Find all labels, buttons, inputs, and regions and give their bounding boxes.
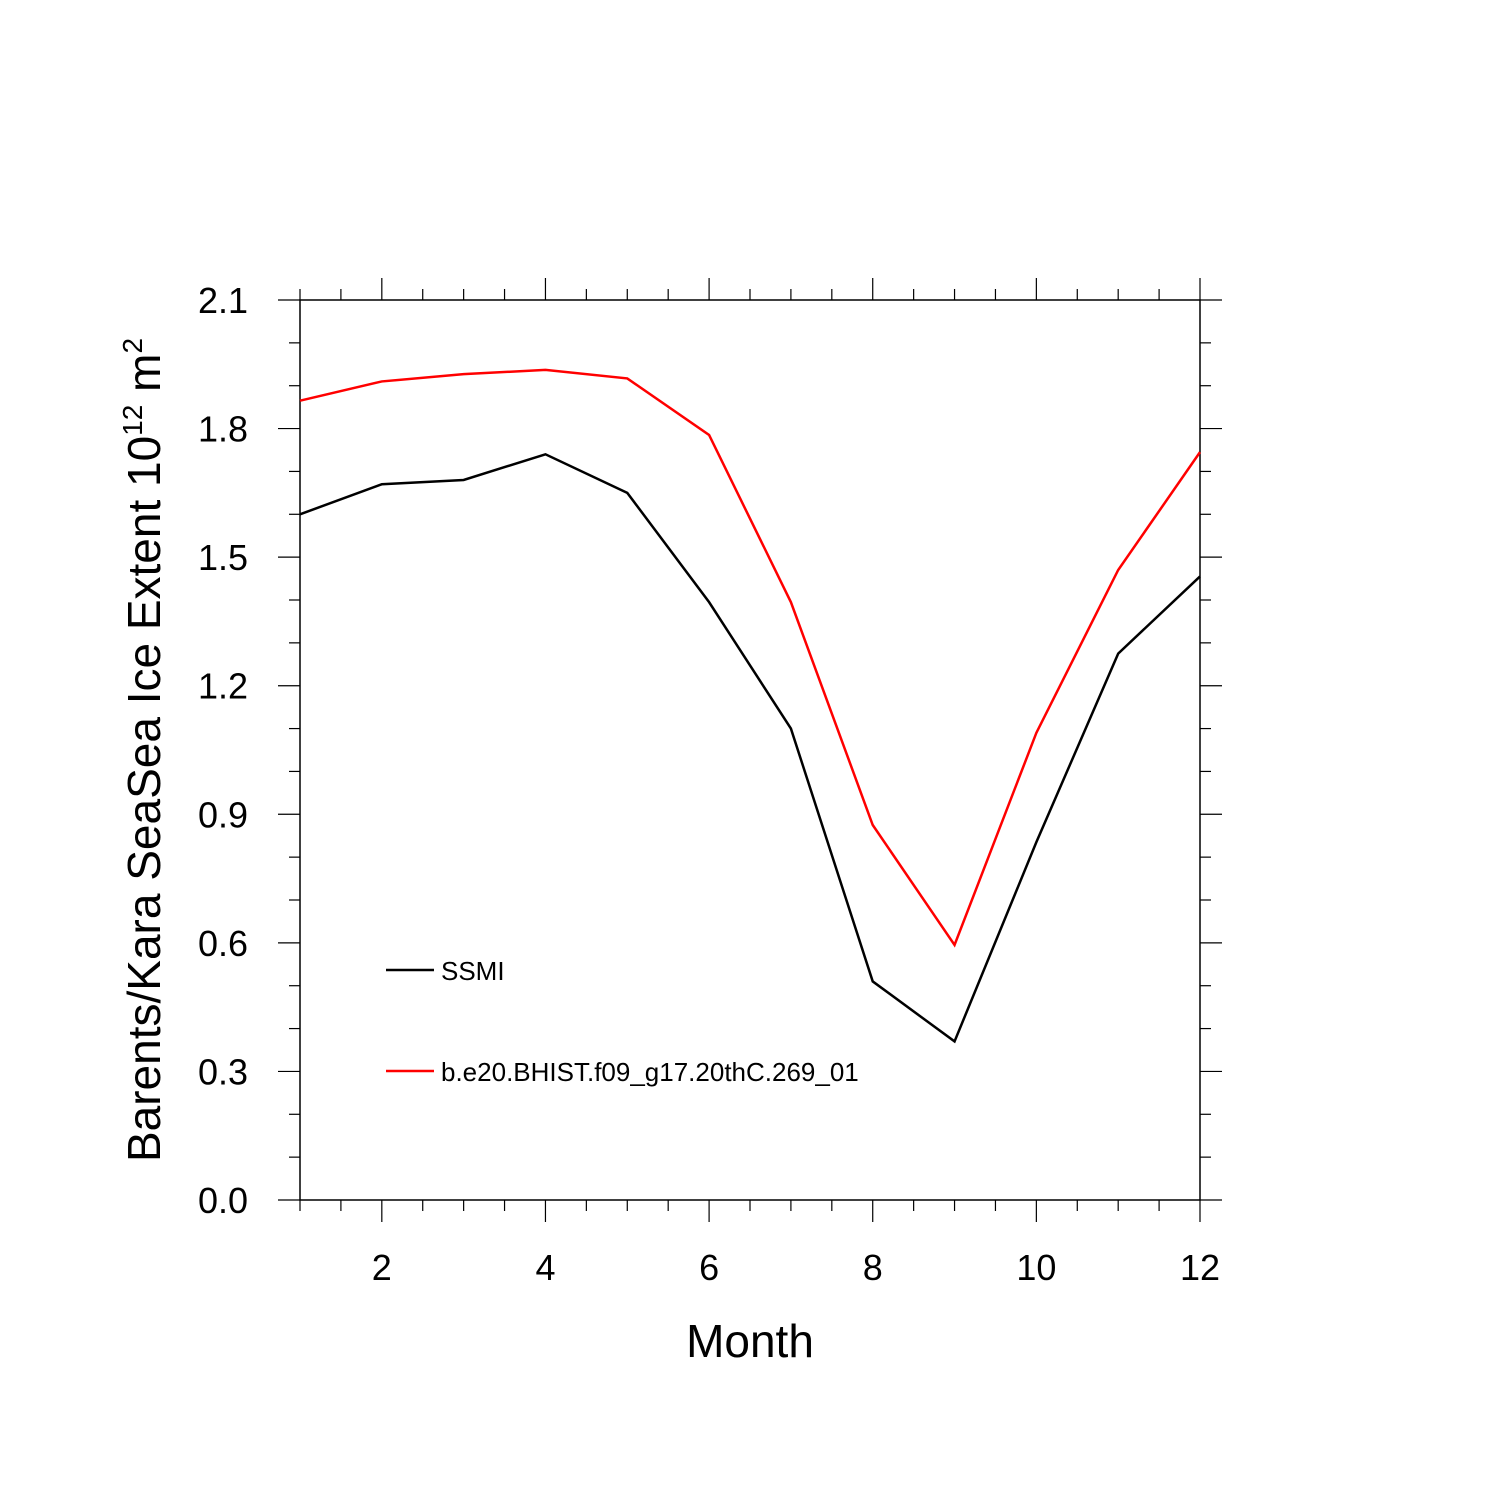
y-tick-label: 1.2 [198,666,248,707]
legend: SSMI b.e20.BHIST.f09_g17.20thC.269_01 [386,956,859,1087]
series-lines [299,368,1202,1044]
x-tick-label: 12 [1180,1247,1220,1288]
y-axis-title-exponent: 12 [117,405,148,436]
tick-labels: 2 4 6 8 10 12 0.0 0.3 0.6 0.9 1.2 1.5 1.8 2.1 [198,280,1220,1288]
x-tick-label: 6 [699,1247,719,1288]
y-tick-label: 0.0 [198,1180,248,1221]
y-tick-label: 0.3 [198,1051,248,1092]
x-tick-label: 10 [1016,1247,1056,1288]
x-tick-label: 4 [535,1247,555,1288]
legend-label-2: b.e20.BHIST.f09_g17.20thC.269_01 [441,1057,859,1087]
y-axis-title: Barents/Kara SeaSea Ice Extent 1012 m2 [117,338,170,1162]
plot-frame [299,299,1201,1201]
x-axis-title: Month [686,1315,814,1367]
y-tick-label: 1.8 [198,409,248,450]
legend-label-1: SSMI [441,956,505,986]
y-tick-label: 1.5 [198,537,248,578]
y-axis-title-unit-exponent: 2 [117,338,148,354]
y-tick-label: 0.6 [198,923,248,964]
y-axis-title-text: Barents/Kara SeaSea Ice Extent 10 [118,436,170,1162]
y-axis-title-unit: m [118,354,170,405]
x-tick-label: 8 [863,1247,883,1288]
series-line-2 [299,368,1202,948]
x-tick-label: 2 [372,1247,392,1288]
tick-marks [278,278,1222,1222]
y-tick-label: 0.9 [198,794,248,835]
series-line-1 [299,452,1201,1044]
y-tick-label: 2.1 [198,280,248,321]
